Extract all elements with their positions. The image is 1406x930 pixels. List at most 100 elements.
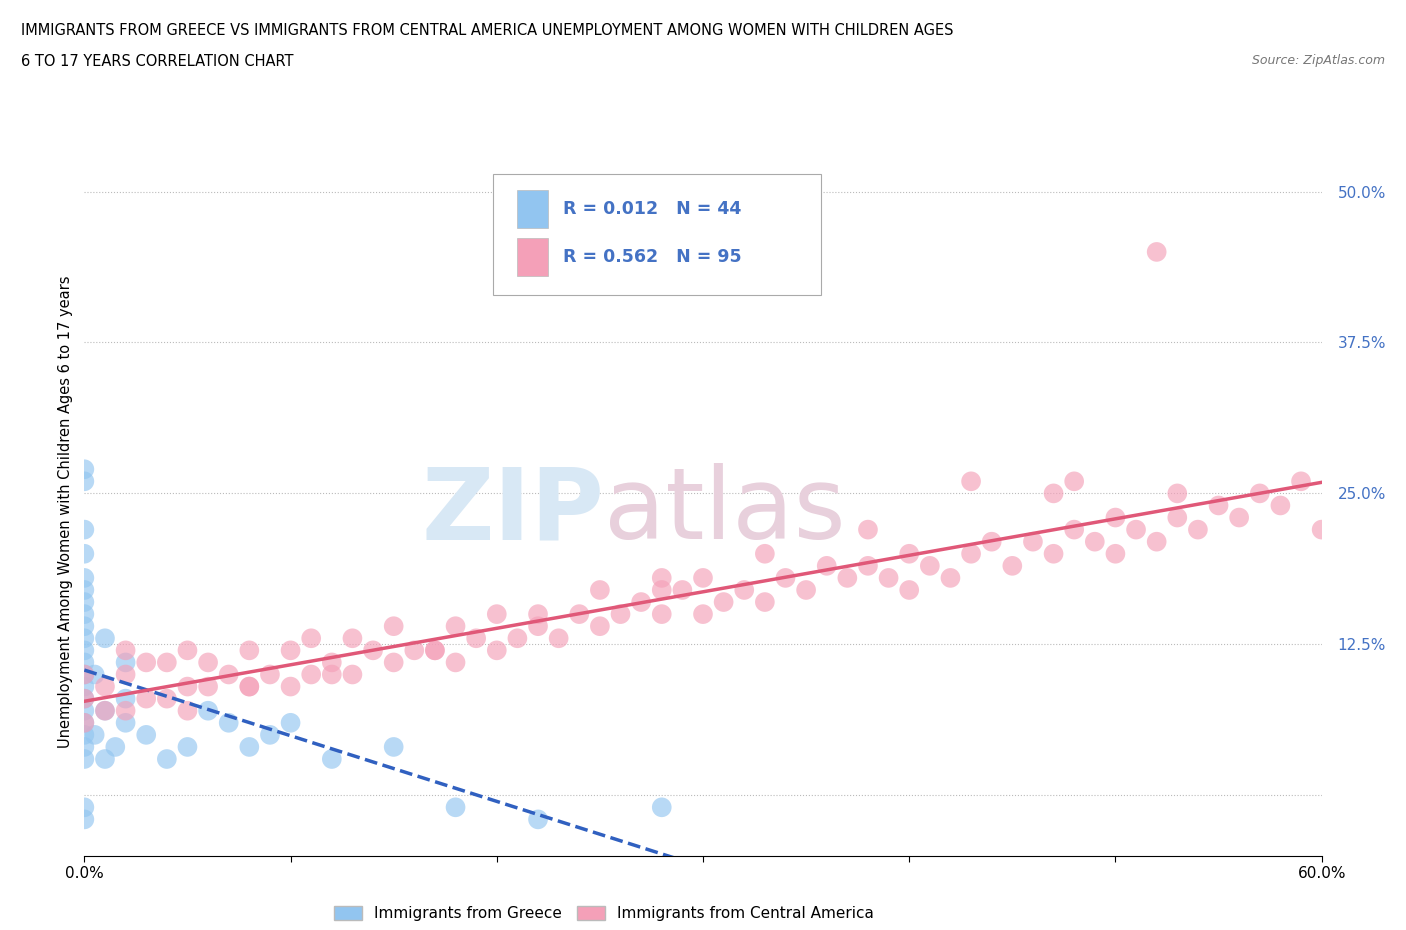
Point (939, 570, 962, 585)
Point (280, 679, 302, 694)
Point (176, 679, 198, 694)
Point (547, 631, 569, 645)
Point (73, 631, 96, 645)
Point (238, 679, 260, 694)
Point (73, 546, 96, 561)
Point (754, 594, 776, 609)
Point (918, 558, 941, 573)
Point (321, 667, 343, 682)
Point (135, 727, 157, 742)
Point (94, 703, 117, 718)
Point (1227, 510, 1250, 525)
Point (856, 558, 879, 573)
Point (73, 522, 96, 537)
Point (444, 618, 467, 633)
Point (465, 631, 488, 645)
Point (238, 679, 260, 694)
Point (423, 643, 446, 658)
Point (176, 703, 198, 718)
FancyBboxPatch shape (492, 174, 821, 295)
Point (73, 570, 96, 585)
Point (1310, 522, 1333, 537)
Point (651, 570, 673, 585)
Text: Source: ZipAtlas.com: Source: ZipAtlas.com (1251, 54, 1385, 67)
Point (299, 631, 322, 645)
Point (73, 667, 96, 682)
Point (527, 812, 550, 827)
FancyBboxPatch shape (517, 190, 548, 228)
Point (114, 691, 136, 706)
Point (342, 631, 364, 645)
Y-axis label: Unemployment Among Women with Children Ages 6 to 17 years: Unemployment Among Women with Children A… (58, 275, 73, 748)
Point (733, 582, 755, 597)
Point (1187, 522, 1209, 537)
Point (1125, 522, 1147, 537)
Text: IMMIGRANTS FROM GREECE VS IMMIGRANTS FROM CENTRAL AMERICA UNEMPLOYMENT AMONG WOM: IMMIGRANTS FROM GREECE VS IMMIGRANTS FRO… (21, 23, 953, 38)
Point (73, 812, 96, 827)
Point (342, 667, 364, 682)
Text: R = 0.012   N = 44: R = 0.012 N = 44 (564, 200, 741, 218)
Point (321, 751, 343, 766)
Point (713, 594, 735, 609)
Legend: Immigrants from Greece, Immigrants from Central America: Immigrants from Greece, Immigrants from … (328, 900, 880, 927)
Point (794, 582, 817, 597)
Point (114, 643, 136, 658)
Text: atlas: atlas (605, 463, 845, 560)
Point (197, 655, 219, 670)
Point (73, 691, 96, 706)
Point (1146, 534, 1168, 549)
Point (299, 667, 322, 682)
Point (280, 643, 302, 658)
Point (1084, 534, 1107, 549)
Point (404, 643, 426, 658)
Point (1166, 510, 1188, 525)
Point (259, 667, 281, 682)
Point (589, 582, 612, 597)
Point (83, 667, 105, 682)
Point (73, 679, 96, 694)
Point (382, 655, 405, 670)
Point (423, 643, 446, 658)
Point (73, 715, 96, 730)
Point (1001, 558, 1024, 573)
Text: R = 0.562   N = 95: R = 0.562 N = 95 (564, 248, 742, 266)
Point (94, 631, 117, 645)
Text: 6 TO 17 YEARS CORRELATION CHART: 6 TO 17 YEARS CORRELATION CHART (21, 54, 294, 69)
Point (1289, 474, 1312, 489)
Point (527, 606, 550, 621)
Point (775, 570, 797, 585)
Point (280, 715, 302, 730)
Point (589, 618, 612, 633)
Point (218, 667, 240, 682)
Point (197, 679, 219, 694)
Point (176, 643, 198, 658)
Point (609, 606, 631, 621)
Point (259, 727, 281, 742)
Point (444, 655, 467, 670)
Point (444, 800, 467, 815)
Point (877, 570, 900, 585)
Point (73, 643, 96, 658)
Point (73, 606, 96, 621)
Point (671, 582, 693, 597)
Point (218, 715, 240, 730)
Point (651, 800, 673, 815)
Point (73, 800, 96, 815)
Point (73, 618, 96, 633)
Point (114, 703, 136, 718)
Point (156, 751, 179, 766)
Point (568, 606, 591, 621)
Point (114, 715, 136, 730)
Point (73, 582, 96, 597)
Point (156, 655, 179, 670)
Point (1270, 498, 1292, 513)
Point (197, 703, 219, 718)
Point (114, 655, 136, 670)
Point (1104, 510, 1126, 525)
Point (73, 594, 96, 609)
Point (630, 594, 652, 609)
Point (156, 691, 179, 706)
Point (94, 751, 117, 766)
Point (692, 570, 714, 585)
Point (83, 727, 105, 742)
